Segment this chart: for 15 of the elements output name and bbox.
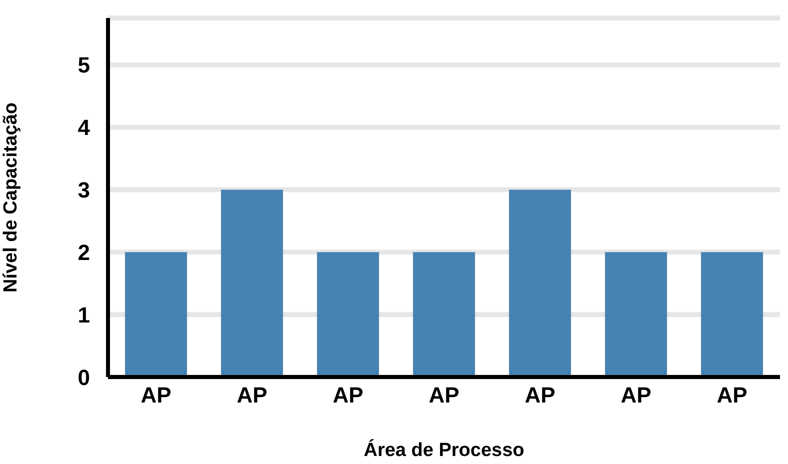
y-tick-label: 4 — [78, 115, 91, 140]
y-tick-label: 3 — [78, 178, 90, 203]
x-tick-label: AP — [716, 382, 748, 408]
x-tick-label: AP — [428, 382, 460, 408]
x-tick-label: AP — [620, 382, 652, 408]
y-tick-label: 0 — [78, 364, 90, 390]
x-axis-title: Área de Processo — [364, 439, 524, 461]
x-tick-label: AP — [236, 382, 268, 408]
x-tick-label: AP — [140, 382, 172, 408]
y-axis-title: Nível de Capacitação — [0, 102, 22, 293]
x-tick-label: AP — [332, 382, 364, 408]
y-tick-label: 5 — [78, 52, 90, 78]
y-tick-label: 1 — [78, 302, 90, 328]
x-tick-label: AP — [524, 382, 556, 408]
y-tick-label: 2 — [78, 240, 90, 265]
